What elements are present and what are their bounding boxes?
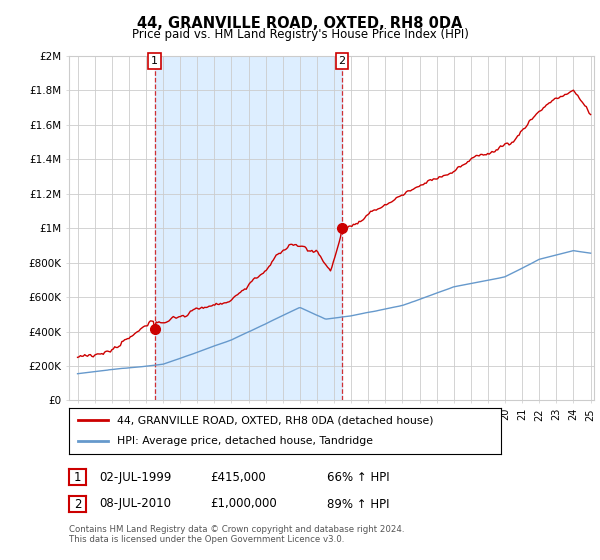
Text: 66% ↑ HPI: 66% ↑ HPI — [327, 470, 389, 484]
Text: Contains HM Land Registry data © Crown copyright and database right 2024.
This d: Contains HM Land Registry data © Crown c… — [69, 525, 404, 544]
Text: 2: 2 — [74, 497, 81, 511]
Text: £415,000: £415,000 — [210, 470, 266, 484]
Text: 2: 2 — [338, 56, 346, 66]
Text: 02-JUL-1999: 02-JUL-1999 — [99, 470, 172, 484]
Bar — [155, 56, 342, 400]
Text: 89% ↑ HPI: 89% ↑ HPI — [327, 497, 389, 511]
Text: 08-JUL-2010: 08-JUL-2010 — [99, 497, 171, 511]
Text: 44, GRANVILLE ROAD, OXTED, RH8 0DA (detached house): 44, GRANVILLE ROAD, OXTED, RH8 0DA (deta… — [116, 415, 433, 425]
Text: £1,000,000: £1,000,000 — [210, 497, 277, 511]
Text: 1: 1 — [74, 470, 81, 484]
Text: 1: 1 — [151, 56, 158, 66]
Text: Price paid vs. HM Land Registry's House Price Index (HPI): Price paid vs. HM Land Registry's House … — [131, 28, 469, 41]
Text: 44, GRANVILLE ROAD, OXTED, RH8 0DA: 44, GRANVILLE ROAD, OXTED, RH8 0DA — [137, 16, 463, 31]
Text: HPI: Average price, detached house, Tandridge: HPI: Average price, detached house, Tand… — [116, 436, 373, 446]
